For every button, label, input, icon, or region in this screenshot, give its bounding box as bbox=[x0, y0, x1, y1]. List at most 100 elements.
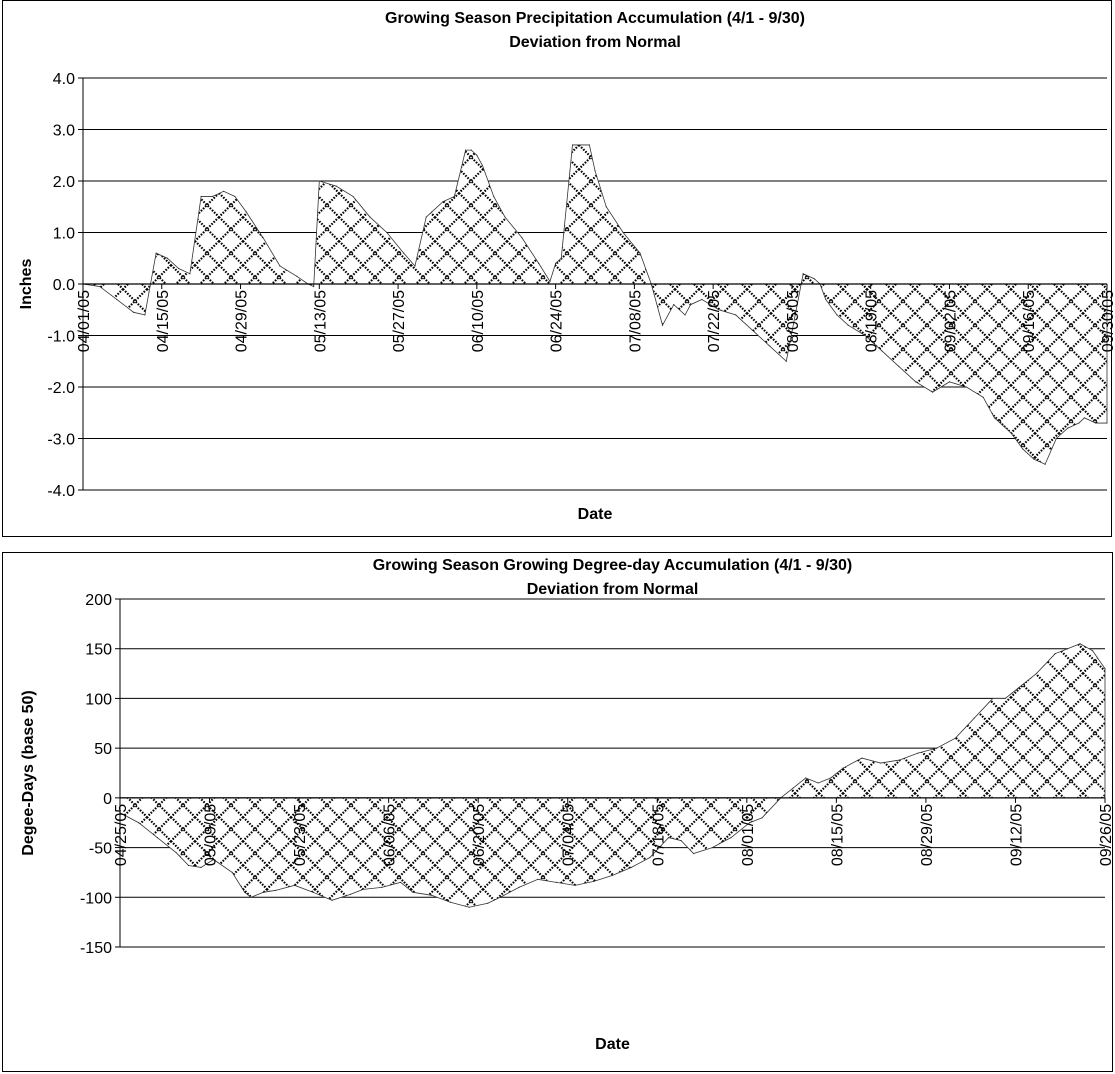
chart-title: Growing Season Precipitation Accumulatio… bbox=[385, 10, 805, 27]
data-point bbox=[639, 252, 641, 254]
data-point bbox=[412, 891, 414, 893]
data-point bbox=[785, 360, 787, 362]
x-tick-label: 09/30/05 bbox=[1100, 290, 1115, 352]
data-point bbox=[166, 257, 168, 259]
data-point bbox=[842, 767, 844, 769]
data-point bbox=[99, 285, 101, 288]
data-point bbox=[768, 345, 771, 347]
data-point bbox=[792, 787, 794, 789]
data-point bbox=[1010, 432, 1012, 434]
data-point bbox=[369, 216, 371, 218]
x-tick-label: 09/12/05 bbox=[1008, 804, 1025, 866]
x-tick-label: 07/04/05 bbox=[561, 804, 578, 866]
data-point bbox=[836, 314, 838, 316]
data-point bbox=[521, 237, 523, 239]
data-point bbox=[279, 265, 281, 267]
data-point bbox=[1022, 448, 1024, 450]
data-point bbox=[611, 874, 614, 877]
data-point bbox=[487, 902, 489, 904]
data-point bbox=[449, 901, 452, 903]
data-point bbox=[555, 881, 557, 883]
data-point bbox=[275, 889, 277, 891]
x-tick-label: 05/23/05 bbox=[292, 804, 309, 866]
data-point bbox=[898, 759, 900, 761]
data-point bbox=[212, 858, 215, 861]
data-point bbox=[571, 144, 574, 146]
data-point bbox=[313, 285, 315, 288]
data-point bbox=[293, 884, 296, 886]
data-point bbox=[331, 899, 333, 901]
data-point bbox=[350, 893, 352, 895]
data-point bbox=[1078, 422, 1080, 424]
data-point bbox=[879, 762, 882, 764]
data-point bbox=[992, 697, 994, 700]
data-point bbox=[250, 896, 252, 898]
data-point bbox=[431, 894, 433, 896]
x-tick-label: 06/10/05 bbox=[470, 290, 487, 352]
data-point bbox=[805, 777, 807, 779]
data-point bbox=[749, 822, 751, 824]
x-tick-label: 04/15/05 bbox=[155, 290, 172, 352]
data-point bbox=[403, 252, 405, 254]
data-point bbox=[138, 822, 140, 824]
data-point bbox=[244, 891, 246, 893]
area-series bbox=[119, 643, 1106, 908]
y-tick-label: -4.0 bbox=[47, 483, 75, 500]
data-point bbox=[335, 185, 337, 187]
data-point bbox=[144, 314, 146, 316]
x-tick-label: 08/19/05 bbox=[864, 290, 881, 352]
x-axis-title: Date bbox=[578, 506, 613, 523]
data-point bbox=[537, 878, 539, 880]
x-tick-label: 04/25/05 bbox=[113, 804, 130, 866]
data-point bbox=[993, 417, 996, 419]
data-point bbox=[1066, 648, 1069, 650]
x-tick-label: 04/29/05 bbox=[234, 290, 251, 352]
data-point bbox=[133, 311, 135, 313]
x-tick-label: 06/20/05 bbox=[471, 804, 488, 866]
data-point bbox=[954, 737, 956, 739]
data-point bbox=[200, 866, 202, 869]
data-point bbox=[431, 211, 433, 213]
data-point bbox=[175, 851, 177, 854]
data-point bbox=[156, 837, 159, 839]
data-point bbox=[817, 782, 819, 784]
data-point bbox=[730, 837, 732, 839]
data-point bbox=[1044, 463, 1046, 465]
data-point bbox=[231, 871, 233, 874]
data-point bbox=[830, 777, 832, 779]
data-point bbox=[864, 334, 866, 337]
y-tick-label: -150 bbox=[80, 940, 112, 957]
y-tick-label: 3.0 bbox=[53, 123, 75, 140]
x-tick-label: 06/06/05 bbox=[382, 804, 399, 866]
data-point bbox=[262, 237, 264, 239]
x-tick-label: 09/16/05 bbox=[1021, 290, 1038, 352]
data-point bbox=[493, 195, 495, 198]
data-point bbox=[718, 309, 720, 311]
data-point bbox=[630, 866, 632, 869]
y-tick-label: 150 bbox=[85, 642, 112, 659]
chart-subtitle: Deviation from Normal bbox=[527, 581, 699, 598]
x-tick-label: 08/15/05 bbox=[829, 804, 846, 866]
x-tick-label: 08/29/05 bbox=[919, 804, 936, 866]
x-tick-label: 07/08/05 bbox=[627, 290, 644, 352]
data-point bbox=[504, 216, 506, 218]
data-point bbox=[701, 298, 703, 301]
data-point bbox=[622, 231, 624, 234]
data-point bbox=[555, 262, 557, 264]
data-point bbox=[189, 273, 191, 275]
y-tick-label: -100 bbox=[80, 890, 112, 907]
data-point bbox=[425, 216, 427, 218]
data-point bbox=[1091, 650, 1094, 652]
data-point bbox=[588, 144, 590, 146]
data-point bbox=[965, 386, 967, 388]
y-tick-label: 1.0 bbox=[53, 226, 75, 243]
x-tick-label: 07/22/05 bbox=[706, 290, 723, 352]
data-point bbox=[948, 381, 951, 383]
data-point bbox=[223, 190, 225, 192]
chart-subtitle: Deviation from Normal bbox=[509, 34, 681, 51]
data-point bbox=[155, 252, 157, 254]
data-point bbox=[362, 888, 364, 890]
data-point bbox=[931, 391, 934, 393]
x-tick-label: 08/05/05 bbox=[785, 290, 802, 352]
x-axis-title: Date bbox=[595, 1036, 630, 1053]
